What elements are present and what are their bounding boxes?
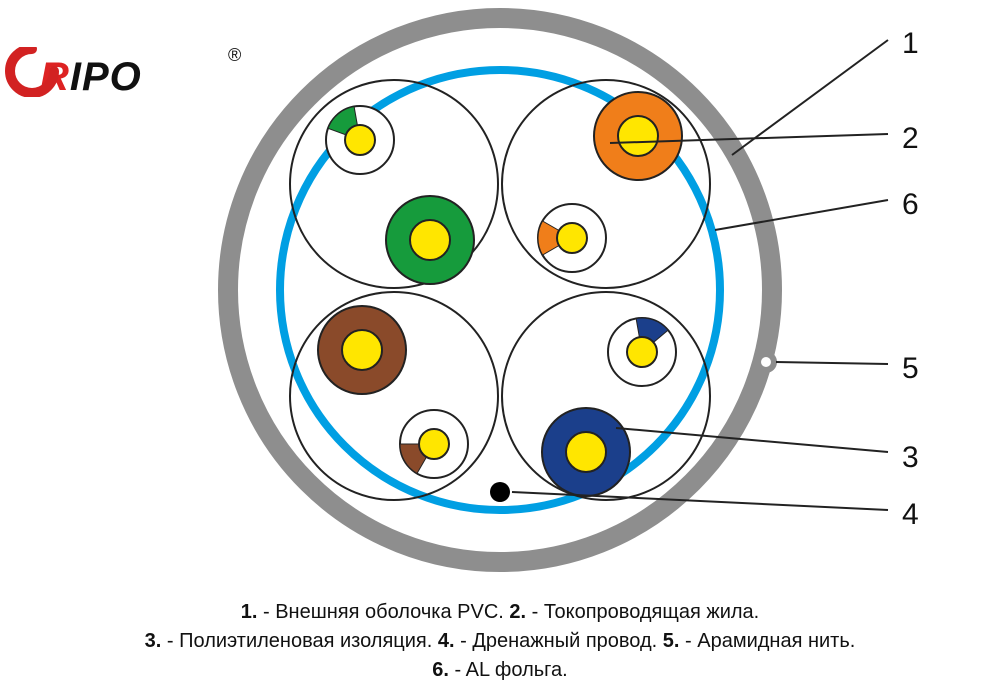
- callout-number: 1: [902, 27, 919, 61]
- legend-key: 5.: [663, 630, 680, 652]
- drain-wire: [490, 482, 510, 502]
- legend-text: - Токопроводящая жила.: [526, 601, 759, 623]
- callout-number: 2: [902, 122, 919, 156]
- legend: 1. - Внешняя оболочка PVC. 2. - Токопров…: [0, 598, 1000, 685]
- cable-cross-section: [0, 0, 1000, 580]
- legend-key: 4.: [438, 630, 455, 652]
- callout-leader: [776, 362, 888, 364]
- legend-text: - Арамидная нить.: [679, 630, 855, 652]
- callout-number: 5: [902, 352, 919, 386]
- legend-key: 1.: [241, 601, 258, 623]
- legend-text: - AL фольга.: [449, 659, 568, 681]
- aramid-thread: [758, 354, 774, 370]
- legend-key: 2.: [509, 601, 526, 623]
- legend-text: - Полиэтиленовая изоляция.: [161, 630, 438, 652]
- callout-number: 6: [902, 188, 919, 222]
- callout-number: 3: [902, 441, 919, 475]
- callout-number: 4: [902, 498, 919, 532]
- legend-text: - Внешняя оболочка PVC.: [257, 601, 509, 623]
- legend-line: 6. - AL фольга.: [0, 656, 1000, 685]
- legend-line: 3. - Полиэтиленовая изоляция. 4. - Дрена…: [0, 627, 1000, 656]
- legend-key: 3.: [145, 630, 162, 652]
- legend-line: 1. - Внешняя оболочка PVC. 2. - Токопров…: [0, 598, 1000, 627]
- legend-text: - Дренажный провод.: [455, 630, 663, 652]
- diagram-canvas: RIPO ® 126534 1. - Внешняя оболочка PVC.…: [0, 0, 1000, 686]
- legend-key: 6.: [432, 659, 449, 681]
